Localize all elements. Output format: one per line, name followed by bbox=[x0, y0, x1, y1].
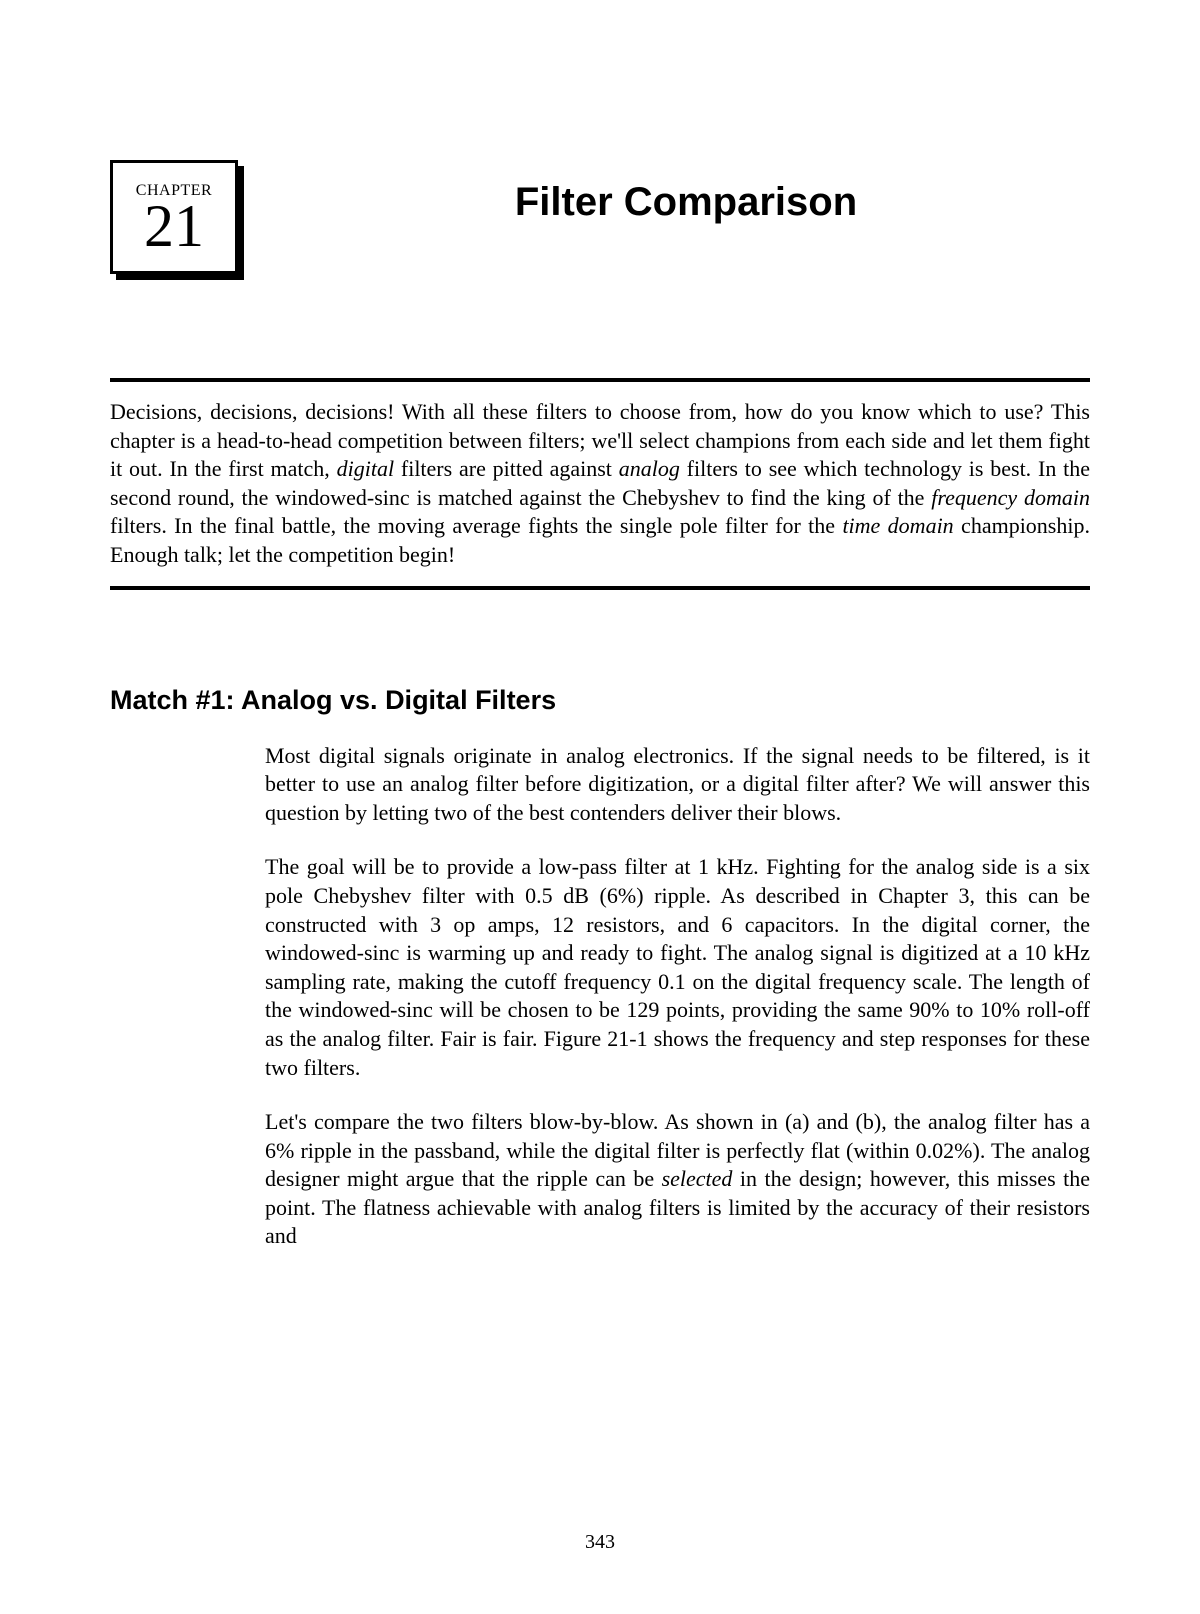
p3-em1: selected bbox=[662, 1166, 733, 1191]
chapter-title: Filter Comparison bbox=[242, 160, 1090, 225]
chapter-box: CHAPTER 21 bbox=[110, 160, 242, 278]
body-p3: Let's compare the two filters blow-by-bl… bbox=[265, 1108, 1090, 1251]
rule-top bbox=[110, 378, 1090, 382]
chapter-box-front: CHAPTER 21 bbox=[110, 160, 238, 274]
page-number: 343 bbox=[0, 1531, 1200, 1554]
intro-em3: frequency domain bbox=[931, 485, 1090, 510]
chapter-header: CHAPTER 21 Filter Comparison bbox=[110, 160, 1090, 278]
intro-block: Decisions, decisions, decisions! With al… bbox=[110, 398, 1090, 570]
rule-bottom bbox=[110, 586, 1090, 590]
intro-em4: time domain bbox=[842, 513, 953, 538]
section-heading: Match #1: Analog vs. Digital Filters bbox=[110, 685, 1090, 716]
body-p2: The goal will be to provide a low-pass f… bbox=[265, 853, 1090, 1082]
body-p1: Most digital signals originate in analog… bbox=[265, 742, 1090, 828]
intro-seg4: filters. In the final battle, the moving… bbox=[110, 513, 842, 538]
intro-em1: digital bbox=[337, 456, 394, 481]
chapter-number: 21 bbox=[144, 196, 204, 256]
page: CHAPTER 21 Filter Comparison Decisions, … bbox=[0, 0, 1200, 1251]
intro-paragraph: Decisions, decisions, decisions! With al… bbox=[110, 398, 1090, 570]
body-column: Most digital signals originate in analog… bbox=[265, 742, 1090, 1252]
intro-em2: analog bbox=[619, 456, 680, 481]
intro-seg2: filters are pitted against bbox=[394, 456, 619, 481]
